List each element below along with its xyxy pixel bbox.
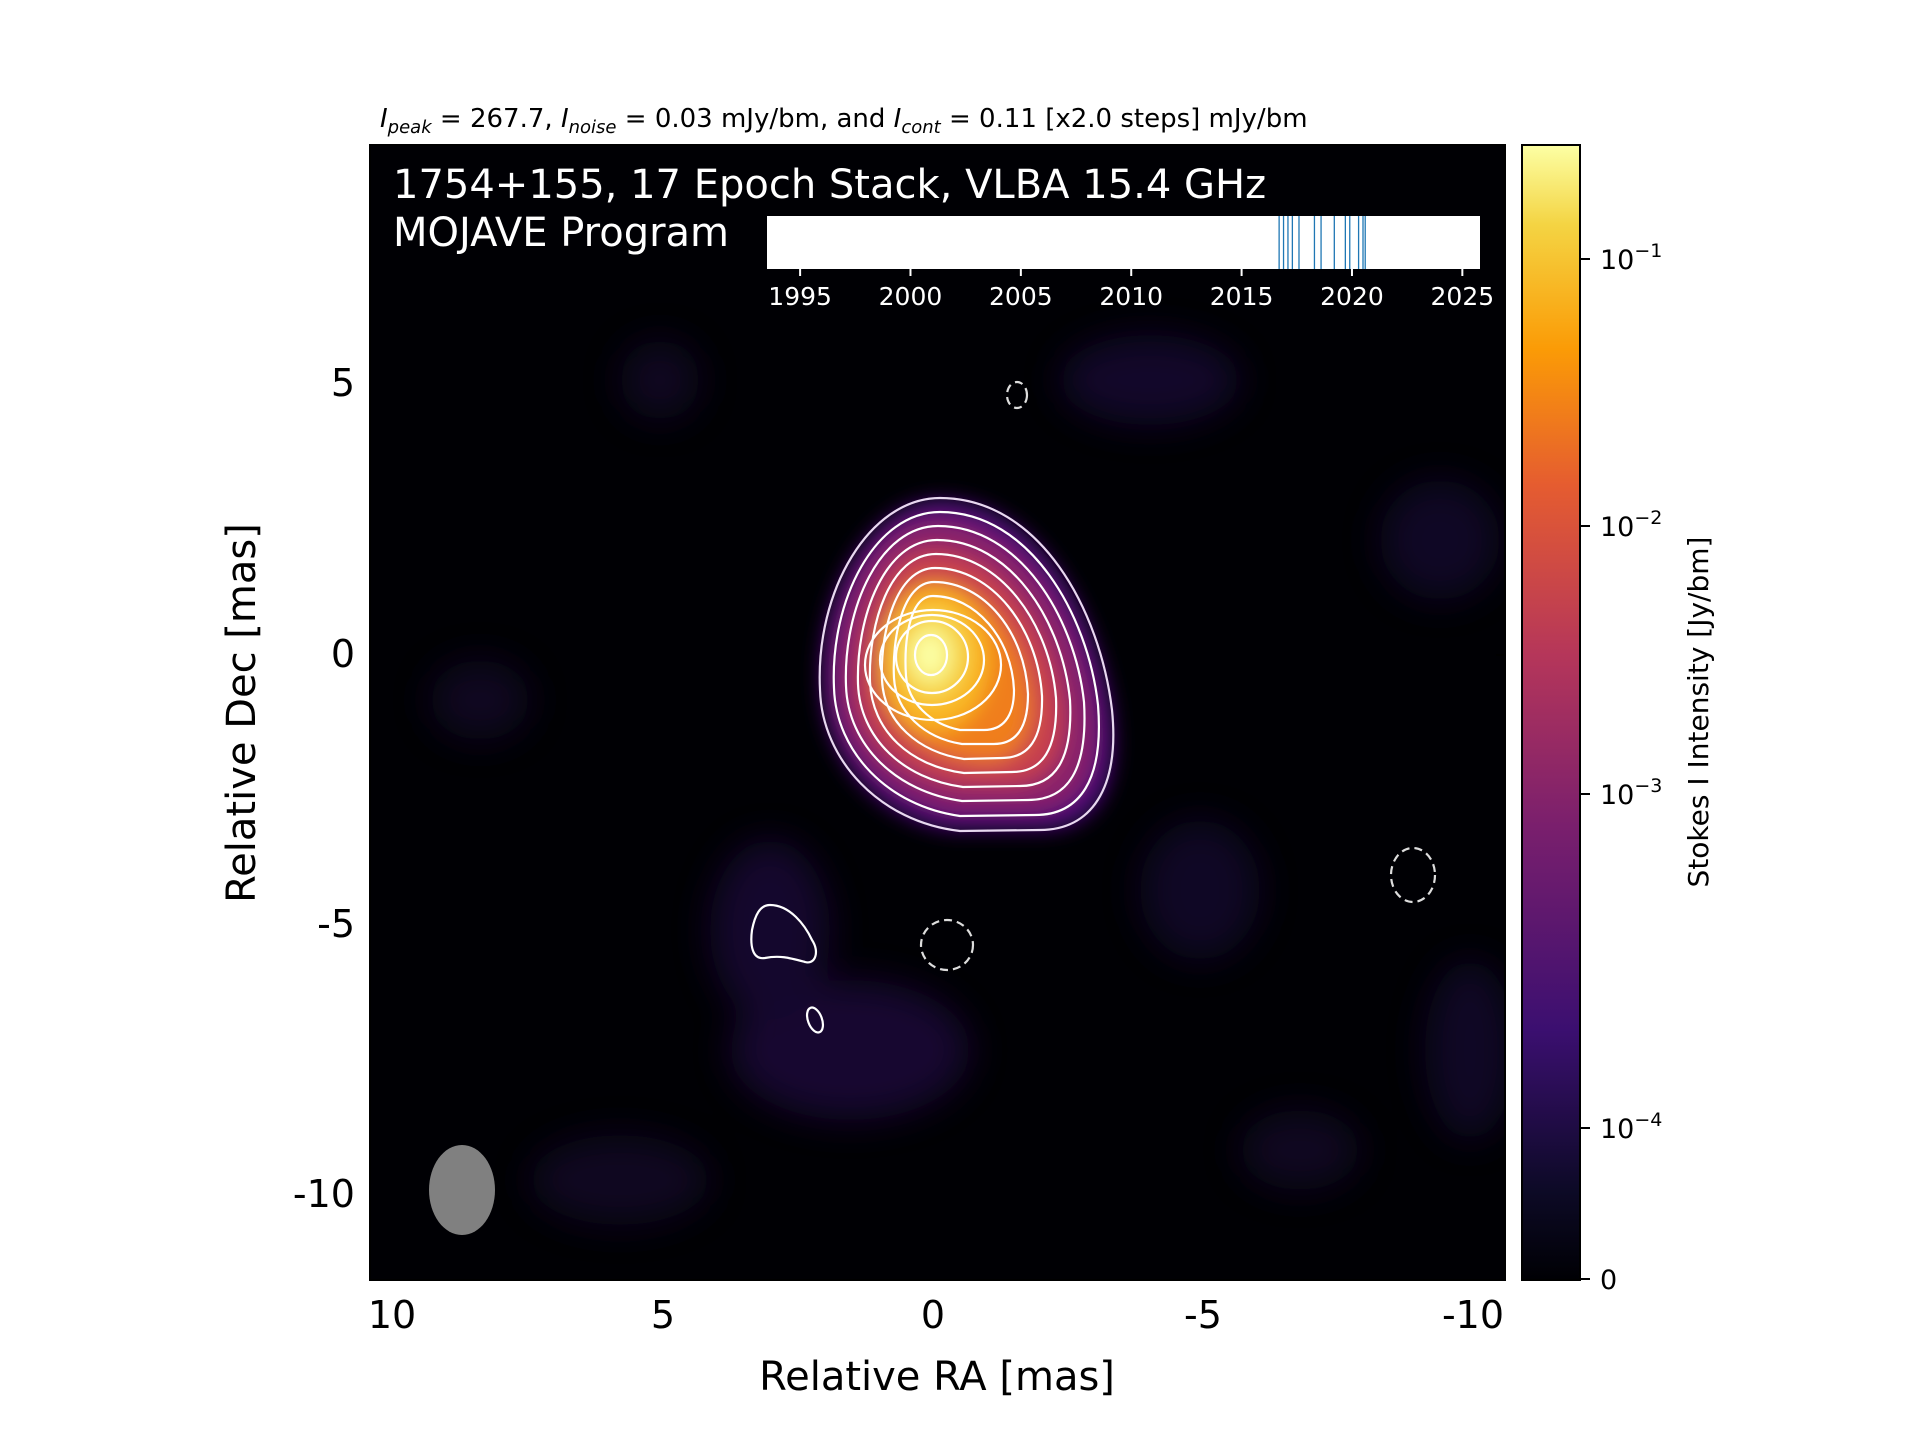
negative-contour-east [1389, 846, 1437, 904]
timeline-tick-label: 2025 [1431, 282, 1495, 311]
colorbar-tick-label: 10−2 [1600, 507, 1662, 543]
colorbar-ticks [1580, 258, 1590, 1280]
negative-contour-south [919, 918, 975, 972]
timeline-box [767, 216, 1480, 269]
y-tick-labels: 5 0 -5 -10 [293, 361, 355, 1216]
negative-contour-north [1005, 380, 1029, 410]
colorbar: 10−1 10−2 10−3 10−4 0 Stokes I Intensity… [1521, 144, 1715, 1296]
contour-lines [750, 496, 1115, 1034]
y-tick-label: -10 [293, 1172, 355, 1216]
y-tick-label: -5 [317, 902, 355, 946]
beam-ellipse [429, 1145, 495, 1235]
x-tick-label: 5 [651, 1293, 675, 1337]
timeline-tick-label: 2020 [1320, 282, 1384, 311]
plot-title: 1754+155, 17 Epoch Stack, VLBA 15.4 GHz [393, 162, 1266, 208]
negative-contours [919, 380, 1437, 972]
contour-level-4 [856, 538, 1072, 789]
timeline-ticks: 1995 2000 2005 2010 2015 2020 2025 [768, 269, 1494, 311]
colorbar-tick-label: 10−4 [1600, 1109, 1662, 1145]
y-tick-label: 0 [331, 632, 355, 676]
contour-level-12 [913, 633, 949, 677]
epoch-timeline: 1995 2000 2005 2010 2015 2020 2025 [767, 216, 1494, 311]
x-axis-label: Relative RA [mas] [759, 1354, 1115, 1400]
contour-level-8 [904, 594, 1016, 732]
timeline-tick-label: 2000 [879, 282, 943, 311]
y-axis-label: Relative Dec [mas] [219, 523, 265, 903]
colorbar-gradient [1522, 145, 1580, 1280]
contour-level-1 [818, 496, 1115, 833]
contour-level-2 [832, 510, 1100, 818]
colorbar-tick-label: 10−1 [1600, 240, 1662, 276]
contour-level-3 [844, 524, 1086, 803]
intensity-map [429, 335, 1505, 1235]
timeline-tick-label: 1995 [768, 282, 832, 311]
plot-subtitle: MOJAVE Program [393, 210, 729, 256]
contour-level-9 [863, 608, 1003, 722]
colorbar-tick-label: 10−3 [1600, 775, 1662, 811]
timeline-tick-label: 2005 [989, 282, 1053, 311]
x-tick-label: -10 [1442, 1293, 1504, 1337]
x-tick-label: 0 [921, 1293, 945, 1337]
x-tick-label: 10 [368, 1293, 416, 1337]
x-tick-labels: 10 5 0 -5 -10 [368, 1293, 1504, 1337]
colorbar-label: Stokes I Intensity [Jy/bm] [1682, 537, 1715, 888]
contour-level-11 [894, 619, 970, 695]
y-tick-label: 5 [331, 361, 355, 405]
diffuse-emission [430, 335, 1505, 1225]
contour-blob-small [805, 1006, 825, 1034]
contour-level-10 [878, 613, 986, 707]
contour-level-7 [892, 580, 1030, 746]
timeline-epoch-marks [1278, 216, 1366, 269]
x-tick-label: -5 [1184, 1293, 1222, 1337]
colorbar-frame [1521, 144, 1581, 1281]
contour-level-6 [880, 566, 1044, 761]
timeline-tick-label: 2015 [1210, 282, 1274, 311]
plot-frame [369, 144, 1506, 1281]
header-stats: Ipeak = 267.7, Inoise = 0.03 mJy/bm, and… [380, 104, 1308, 138]
colorbar-tick-label: 0 [1600, 1265, 1617, 1296]
contour-blob-southeast [750, 903, 818, 964]
timeline-tick-label: 2010 [1099, 282, 1163, 311]
contour-level-5 [868, 552, 1058, 775]
colorbar-tick-labels: 10−1 10−2 10−3 10−4 0 [1600, 240, 1662, 1296]
